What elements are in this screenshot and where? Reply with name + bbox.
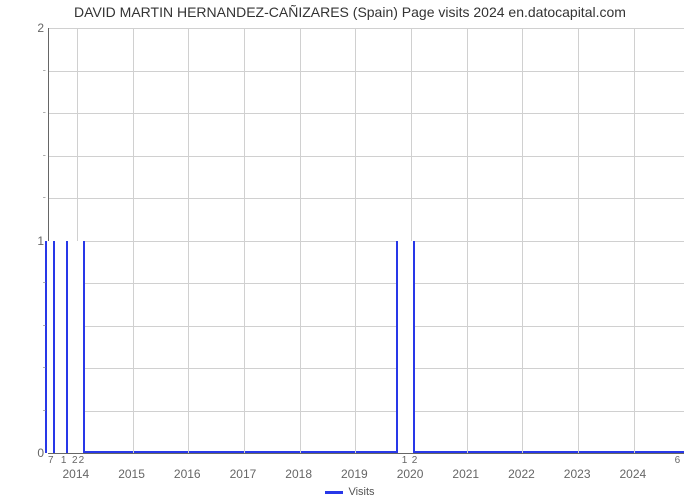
data-point-label: 1 (61, 455, 67, 466)
x-tick-label: 2021 (452, 467, 479, 481)
data-point-label: 2 (412, 455, 418, 466)
grid-line-horizontal-minor (49, 156, 684, 157)
plot-area (48, 28, 684, 454)
y-tick-minor: - (40, 150, 46, 161)
x-tick-label: 2020 (397, 467, 424, 481)
x-tick-label: 2017 (230, 467, 257, 481)
data-point-label: 6 (675, 455, 681, 466)
legend-swatch (325, 491, 343, 494)
data-point-label: 7 (48, 455, 54, 466)
x-tick-label: 2014 (62, 467, 89, 481)
y-tick-minor: - (40, 108, 46, 119)
legend-label: Visits (348, 486, 374, 498)
x-tick-label: 2016 (174, 467, 201, 481)
x-tick-label: 2024 (620, 467, 647, 481)
x-tick-label: 2019 (341, 467, 368, 481)
y-tick-minor: - (40, 320, 46, 331)
x-tick-label: 2023 (564, 467, 591, 481)
grid-line-horizontal-minor (49, 368, 684, 369)
data-point-label: 2 (72, 455, 78, 466)
y-tick-minor: - (40, 278, 46, 289)
x-tick-label: 2015 (118, 467, 145, 481)
y-tick-label: 1 (24, 234, 44, 248)
x-tick-label: 2022 (508, 467, 535, 481)
grid-line-horizontal-minor (49, 411, 684, 412)
grid-line-horizontal (49, 28, 684, 29)
y-tick-minor: - (40, 65, 46, 76)
grid-line-horizontal-minor (49, 283, 684, 284)
grid-line-horizontal (49, 241, 684, 242)
y-tick-minor: - (40, 193, 46, 204)
legend: Visits (0, 486, 700, 498)
y-tick-minor: - (40, 363, 46, 374)
chart-title: DAVID MARTIN HERNANDEZ-CAÑIZARES (Spain)… (0, 4, 700, 20)
chart-container: DAVID MARTIN HERNANDEZ-CAÑIZARES (Spain)… (0, 0, 700, 500)
x-tick-label: 2018 (285, 467, 312, 481)
data-point-label: 1 (402, 455, 408, 466)
grid-line-horizontal-minor (49, 198, 684, 199)
grid-line-horizontal-minor (49, 71, 684, 72)
y-tick-label: 0 (24, 446, 44, 460)
series-baseline (49, 451, 684, 453)
y-tick-label: 2 (24, 21, 44, 35)
data-point-label: 2 (79, 455, 85, 466)
spike (396, 241, 415, 454)
spike (66, 241, 85, 454)
grid-line-horizontal-minor (49, 326, 684, 327)
grid-line-horizontal-minor (49, 113, 684, 114)
y-tick-minor: - (40, 405, 46, 416)
